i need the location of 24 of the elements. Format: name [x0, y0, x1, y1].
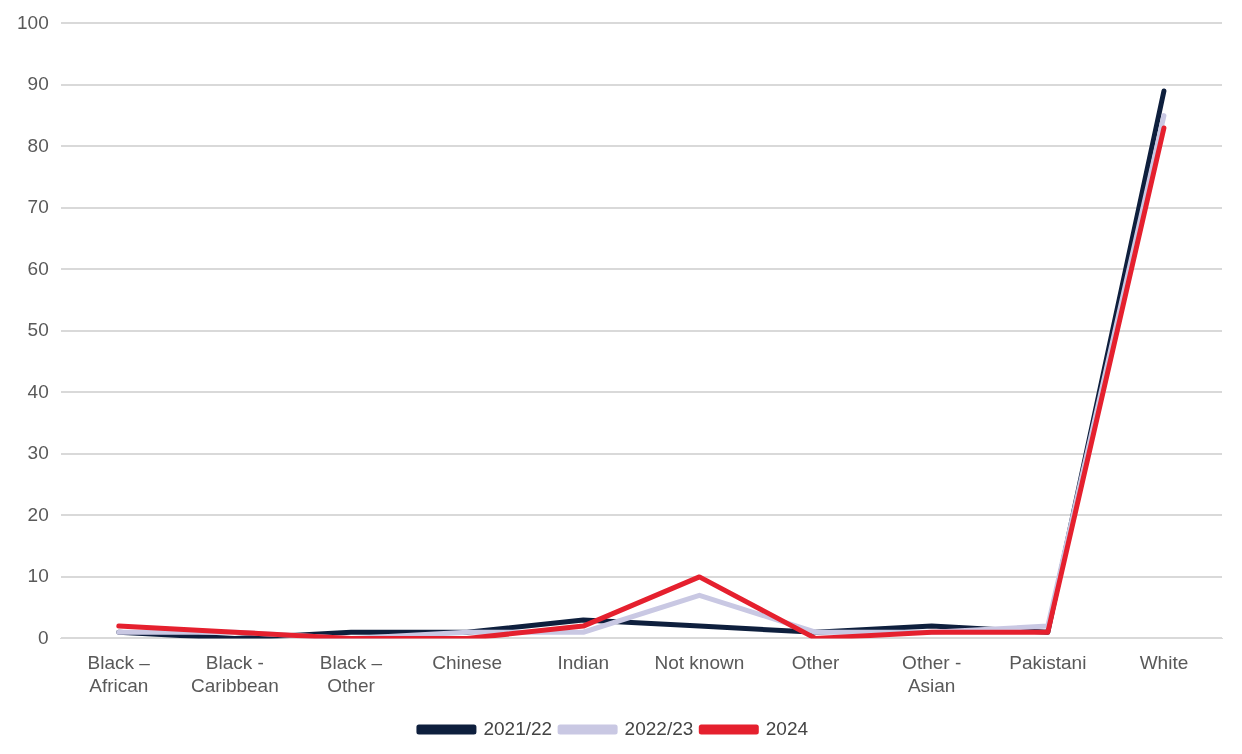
y-tick-label: 40: [27, 380, 49, 402]
y-tick-label: 70: [27, 196, 49, 218]
x-tick-label: Chinese: [432, 652, 503, 674]
y-tick-label: 100: [17, 11, 49, 33]
x-tick-label: White: [1139, 652, 1189, 674]
y-tick-label: 30: [27, 442, 49, 464]
x-tick-label: Not known: [654, 652, 745, 674]
y-tick-label: 20: [27, 503, 49, 525]
y-tick-label: 80: [27, 134, 49, 156]
x-tick-label: Indian: [557, 652, 610, 674]
legend-label: 2022/23: [624, 717, 694, 739]
y-tick-label: 50: [27, 319, 49, 341]
y-tick-label: 60: [27, 257, 49, 279]
x-tick-label: Black – Other: [319, 652, 383, 696]
legend-label: 2024: [765, 717, 809, 739]
x-tick-label: Other: [791, 652, 840, 674]
x-tick-label: Black - Caribbean: [191, 652, 279, 696]
y-tick-label: 0: [38, 626, 49, 648]
y-tick-label: 10: [27, 565, 49, 587]
legend-label: 2021/22: [483, 717, 553, 739]
x-tick-label: Black – African: [87, 652, 151, 696]
x-tick-label: Other - Asian: [902, 652, 962, 696]
y-tick-label: 90: [27, 73, 49, 95]
x-tick-label: Pakistani: [1009, 652, 1087, 674]
